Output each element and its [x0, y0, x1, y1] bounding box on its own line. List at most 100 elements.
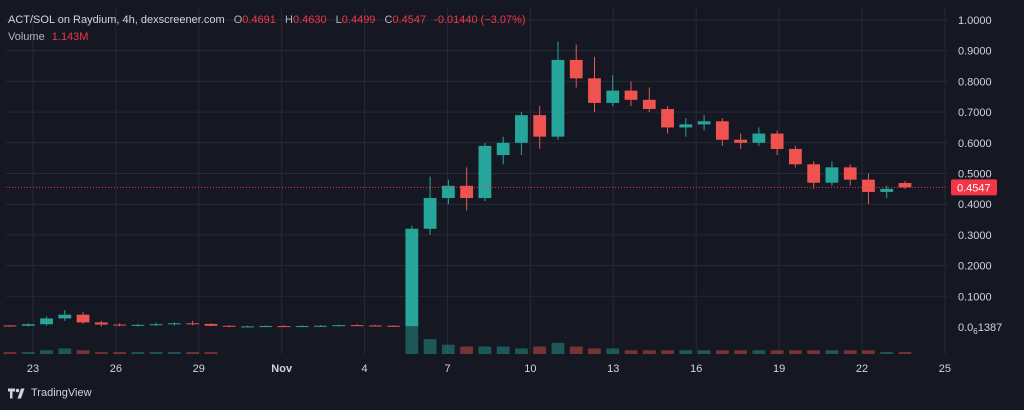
volume-bar — [496, 346, 510, 354]
volume-bar — [898, 352, 912, 354]
candle-body — [515, 115, 528, 143]
candle — [770, 130, 784, 156]
candle-body — [441, 185, 455, 199]
candle — [588, 56, 601, 113]
candle — [441, 179, 455, 205]
volume-bars — [3, 326, 912, 354]
candle-body — [588, 78, 601, 103]
candle-body — [131, 324, 145, 326]
candle — [569, 44, 583, 88]
volume-bar — [113, 352, 126, 354]
volume-bar — [58, 348, 72, 354]
candle — [387, 325, 400, 327]
candle — [697, 115, 711, 131]
volume-bar — [642, 350, 656, 354]
y-tick-subscript: 6 — [973, 327, 978, 336]
y-tick-label: 0.8000 — [958, 76, 992, 88]
candle — [58, 310, 72, 321]
candle — [496, 136, 510, 165]
candle-body — [825, 167, 839, 183]
tradingview-brand[interactable]: TradingView — [8, 387, 92, 399]
candle — [40, 316, 53, 326]
candlesticks — [3, 41, 912, 328]
close-value: 0.4547 — [392, 14, 427, 26]
candle — [332, 324, 346, 327]
candle-body — [460, 185, 474, 199]
y-tick-label-bottom: 0.061387 — [958, 322, 1002, 336]
x-tick-label: 25 — [939, 363, 951, 375]
legend-volume-row: Volume 1.143M — [8, 29, 526, 46]
tradingview-logo-icon — [8, 388, 25, 398]
candle-body — [186, 323, 200, 325]
x-tick-label: 7 — [444, 363, 450, 375]
candle-body — [862, 179, 875, 192]
volume-bar — [149, 352, 163, 354]
candle — [825, 161, 839, 186]
candle-body — [332, 325, 346, 327]
volume-bar — [770, 350, 784, 354]
change-value: -0.01440 (−3.07%) — [434, 14, 526, 26]
candle — [789, 145, 802, 168]
volume-bar — [131, 352, 145, 354]
candle — [880, 185, 894, 199]
candle-body — [277, 326, 291, 328]
volume-bar — [661, 350, 674, 354]
candle-body — [295, 326, 309, 328]
candle — [186, 320, 200, 326]
x-tick-label: 19 — [773, 363, 785, 375]
symbol-title[interactable]: ACT/SOL on Raydium, 4h, dexscreener.com — [8, 14, 225, 26]
y-tick-prefix: 0.0 — [958, 322, 973, 334]
last-price-badge: 0.4547 — [951, 179, 997, 196]
candle-body — [661, 109, 674, 128]
open-value: 0.4691 — [242, 14, 276, 26]
volume-bar — [789, 350, 802, 354]
candle-body — [423, 198, 437, 229]
volume-bar — [3, 352, 17, 354]
y-tick-label: 0.3000 — [958, 230, 992, 242]
y-tick-label: 0.4000 — [958, 199, 992, 211]
candle — [3, 325, 17, 327]
candle — [131, 323, 145, 327]
candle — [715, 118, 729, 146]
candle — [204, 323, 218, 327]
volume-bar — [76, 350, 90, 354]
volume-bar — [460, 346, 474, 354]
y-axis[interactable]: 1.0000 0.9000 0.8000 0.7000 0.6000 0.5000 0.40… — [958, 15, 1002, 336]
x-axis[interactable]: 23 26 29 Nov 4 7 10 13 16 19 22 25 — [27, 363, 951, 375]
volume-bar — [679, 350, 693, 354]
candle — [295, 325, 309, 328]
high-key: H — [284, 14, 293, 26]
candle — [277, 325, 291, 328]
x-tick-label: 22 — [856, 363, 868, 375]
candle-body — [259, 326, 273, 328]
x-tick-label: 23 — [27, 363, 39, 375]
candle — [533, 105, 547, 149]
candle-body — [789, 148, 802, 165]
candle — [679, 118, 693, 137]
candle-body — [551, 59, 565, 137]
candle-body — [478, 145, 492, 199]
candle — [606, 75, 620, 106]
candle-body — [569, 59, 583, 79]
y-tick-suffix: 1387 — [978, 322, 1002, 334]
volume-bar — [588, 348, 601, 354]
candle-body — [624, 90, 638, 100]
volume-bar — [734, 350, 748, 354]
candle — [149, 322, 163, 327]
high-value: 0.4630 — [292, 14, 327, 26]
grid — [6, 8, 948, 354]
volume-bar — [807, 350, 821, 354]
volume-bar — [697, 350, 711, 354]
y-tick-label: 1.0000 — [958, 15, 992, 27]
candle-body — [314, 325, 327, 327]
x-tick-label: 4 — [362, 363, 368, 375]
candle — [515, 112, 528, 156]
candle — [113, 323, 126, 327]
volume-value: 1.143M — [51, 31, 89, 43]
candle-body — [807, 164, 821, 183]
candle — [843, 164, 857, 186]
legend-ohlc-row: ACT/SOL on Raydium, 4h, dexscreener.com … — [8, 12, 526, 29]
last-price-badge-bg — [951, 179, 997, 196]
